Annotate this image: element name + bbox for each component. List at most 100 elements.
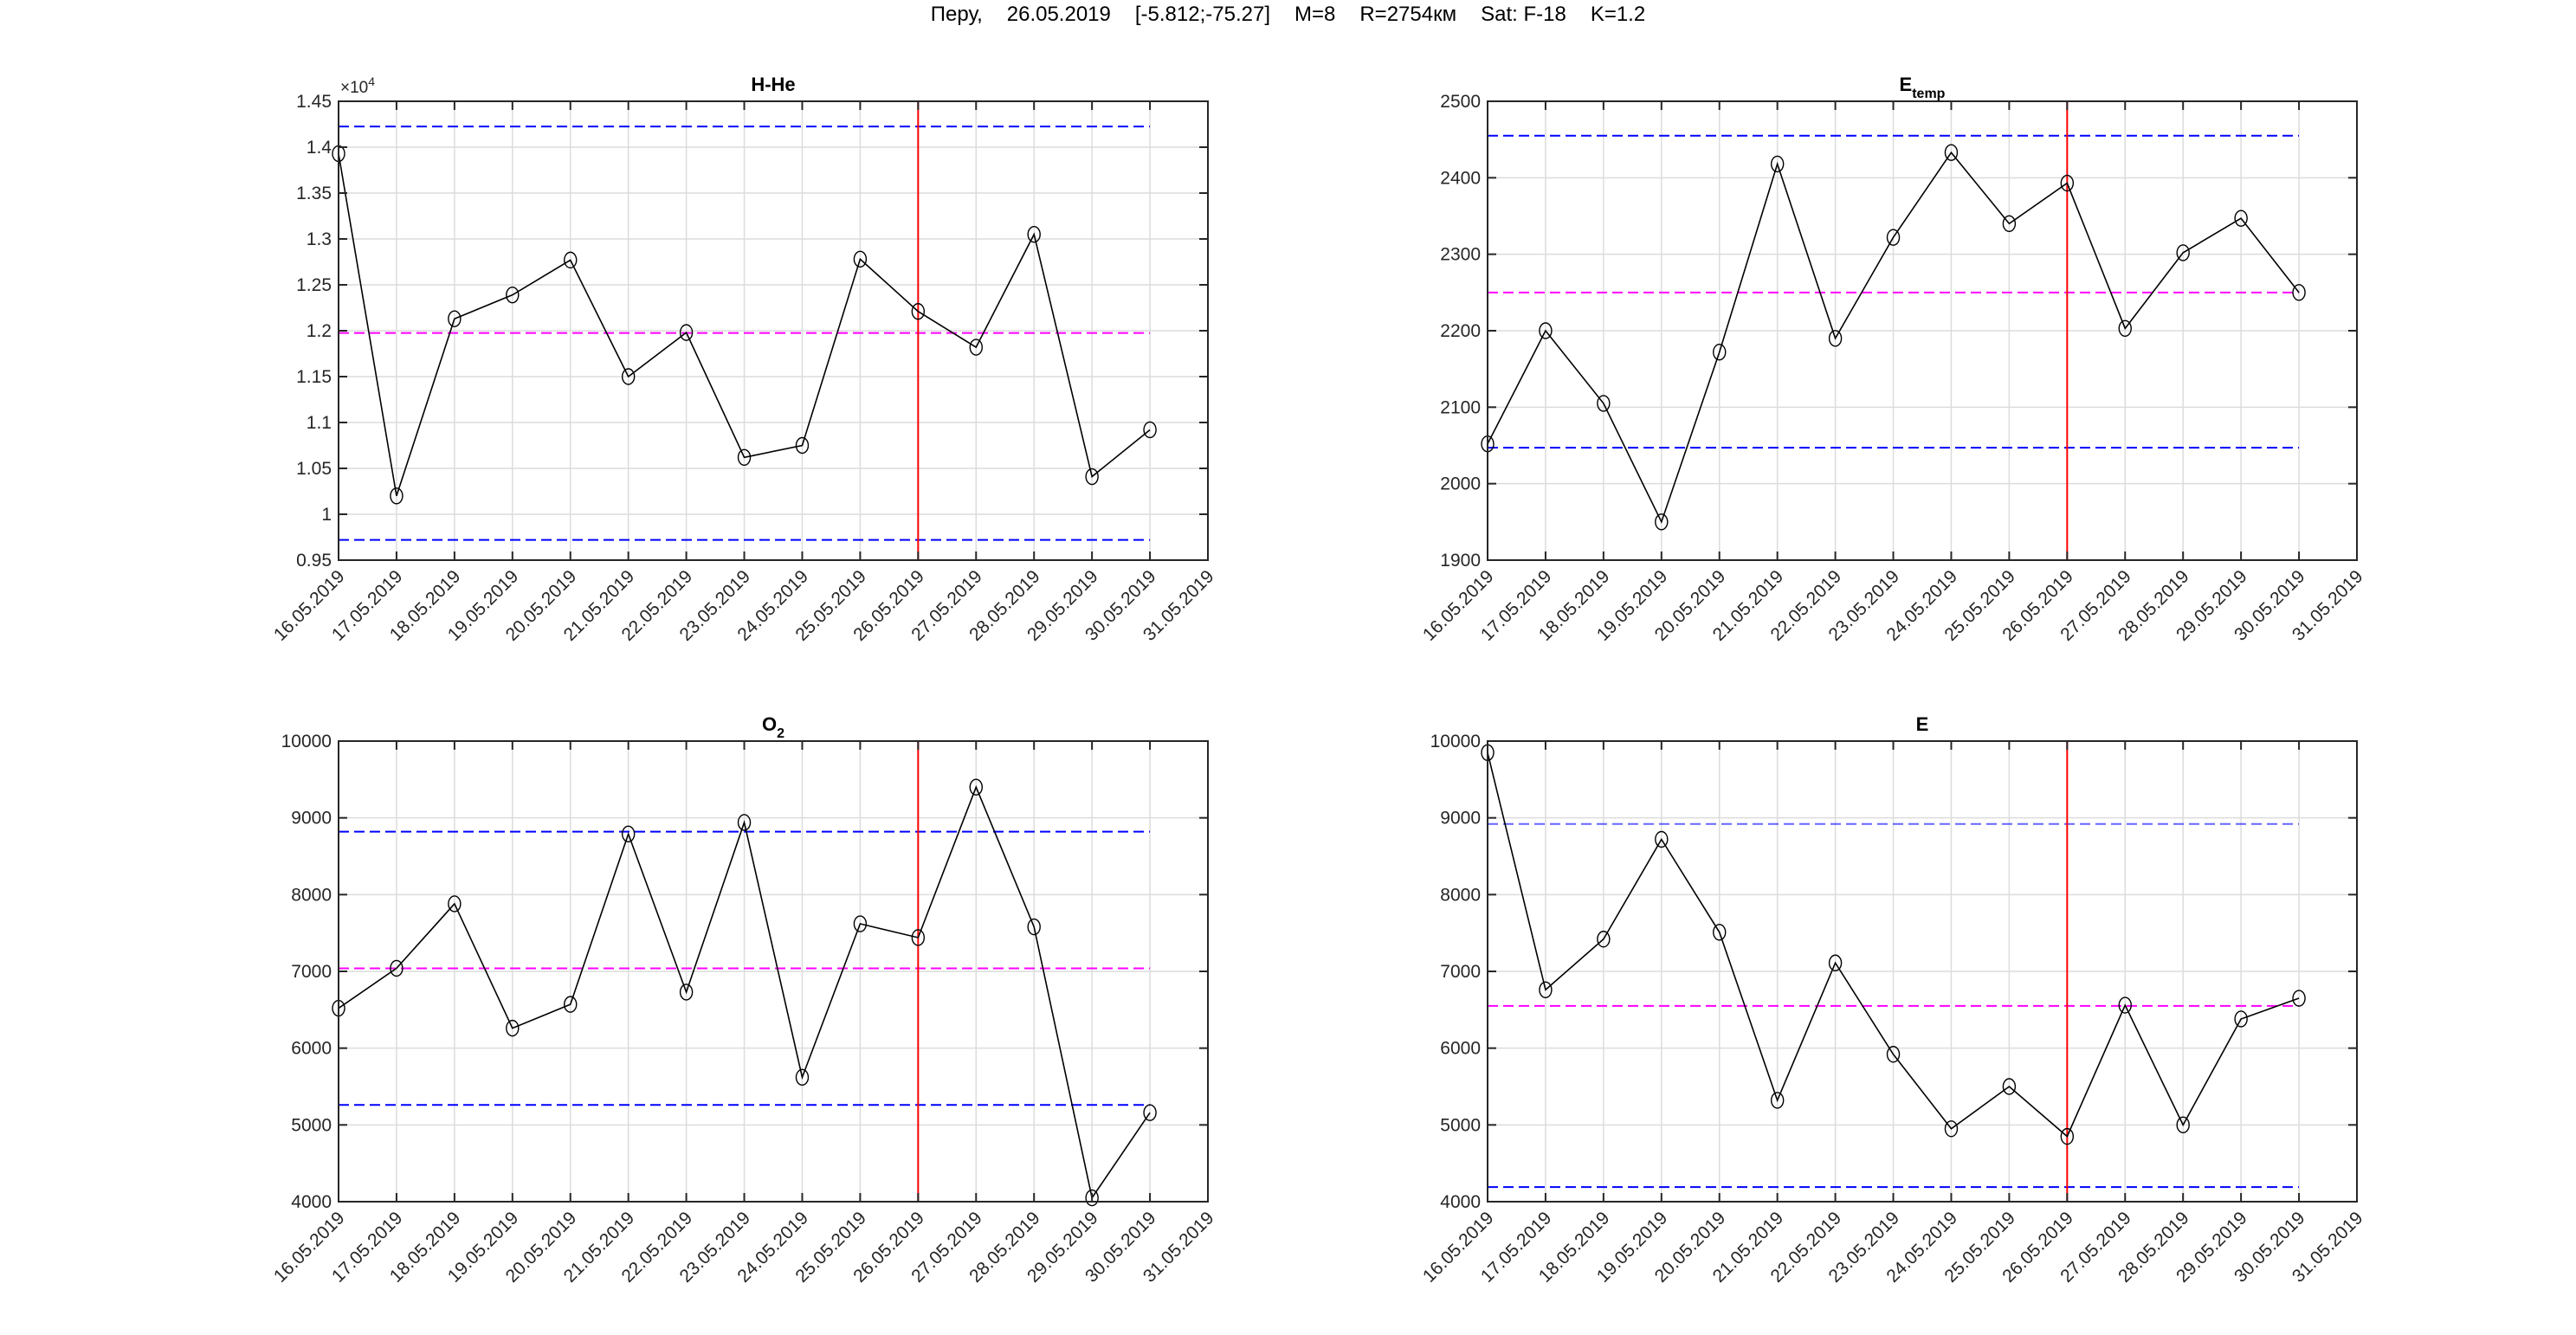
data-point: [2060, 1127, 2075, 1145]
y-exponent-label: ×104: [340, 74, 375, 97]
data-point: [2118, 319, 2132, 338]
data-point: [564, 996, 578, 1013]
data-point: [679, 324, 694, 341]
data-point: [506, 1019, 520, 1037]
y-tick-label: 6000: [1440, 1039, 1481, 1059]
y-tick-label: 10000: [281, 732, 332, 751]
y-tick-label: 1.1: [307, 413, 332, 433]
data-point: [1886, 229, 1901, 246]
data-point: [2118, 996, 2132, 1014]
y-tick-label: 2100: [1440, 397, 1481, 417]
data-point: [1143, 421, 1157, 439]
data-point: [1770, 155, 1785, 173]
y-tick-label: 7000: [291, 962, 332, 982]
data-point: [390, 487, 404, 505]
y-tick-label: 0.95: [296, 551, 332, 571]
title-satellite: Sat: F-18: [1481, 3, 1566, 26]
data-point: [1027, 226, 1041, 243]
chart-title-subscript: 2: [777, 726, 784, 741]
chart-title-main: H-He: [751, 74, 795, 95]
data-point: [2176, 244, 2190, 261]
data-point: [1085, 1189, 1099, 1207]
data-point: [1539, 981, 1553, 998]
y-tick-label: 1900: [1440, 551, 1481, 571]
y-tick-label: 6000: [291, 1039, 332, 1059]
data-point: [1886, 1046, 1901, 1063]
data-point: [621, 368, 636, 385]
y-tick-label: 1.45: [296, 92, 332, 112]
data-point: [390, 959, 404, 977]
chart-3: 4000500060007000800090001000016.05.20191…: [270, 713, 1218, 1287]
data-point: [853, 250, 868, 268]
data-point: [1944, 144, 1959, 161]
exponent-base: ×10: [340, 79, 368, 97]
series-line: [1487, 151, 2300, 524]
y-tick-label: 10000: [1430, 732, 1481, 751]
chart-title-subscript: temp: [1912, 87, 1945, 101]
y-tick-label: 5000: [291, 1115, 332, 1135]
y-tick-label: 1.2: [307, 321, 332, 341]
data-point: [853, 915, 868, 932]
chart-title-main: E: [1900, 74, 1913, 95]
y-tick-label: 2200: [1440, 321, 1481, 341]
data-point: [1713, 344, 1727, 361]
y-tick-label: 2000: [1440, 474, 1481, 494]
series-line: [338, 153, 1151, 497]
y-tick-label: 1.3: [307, 229, 332, 249]
y-tick-label: 9000: [1440, 809, 1481, 829]
data-point: [621, 825, 636, 842]
data-point: [2234, 210, 2248, 227]
y-tick-label: 2400: [1440, 168, 1481, 188]
title-magnitude: M=8: [1294, 3, 1336, 26]
y-tick-label: 1.15: [296, 367, 332, 387]
data-point: [564, 251, 578, 269]
data-point: [2002, 1078, 2017, 1095]
data-point: [2176, 1116, 2190, 1134]
data-point: [1828, 330, 1843, 347]
y-tick-label: 1.05: [296, 459, 332, 479]
data-point: [1655, 830, 1669, 848]
figure-title: Перу, 26.05.2019 [-5.812;-75.27] M=8 R=2754к…: [0, 0, 2576, 29]
y-tick-label: 1.4: [307, 138, 332, 158]
data-point: [1713, 924, 1727, 941]
title-date: 26.05.2019: [1006, 3, 1111, 26]
y-tick-label: 2500: [1440, 92, 1481, 112]
data-point: [506, 286, 520, 304]
data-point: [911, 303, 926, 320]
data-point: [2292, 990, 2306, 1007]
y-tick-label: 7000: [1440, 962, 1481, 982]
data-point: [1770, 1092, 1785, 1109]
y-tick-label: 9000: [291, 809, 332, 829]
data-point: [795, 436, 810, 455]
data-point: [2234, 1010, 2248, 1028]
data-point: [1539, 322, 1553, 339]
y-tick-label: 8000: [1440, 885, 1481, 905]
y-tick-label: 1.35: [296, 184, 332, 203]
title-radius: R=2754км: [1359, 3, 1457, 26]
chart-4: 4000500060007000800090001000016.05.20191…: [1419, 713, 2367, 1287]
title-coords: [-5.812;-75.27]: [1134, 3, 1270, 26]
y-tick-label: 1.25: [296, 275, 332, 295]
y-tick-label: 2300: [1440, 245, 1481, 265]
chart-title: E: [1916, 713, 1929, 735]
chart-title: O2: [762, 713, 784, 741]
data-point: [2060, 174, 2075, 192]
y-tick-label: 8000: [291, 885, 332, 905]
data-point: [1655, 513, 1669, 531]
data-point: [1085, 468, 1099, 486]
chart-title-main: E: [1916, 713, 1929, 735]
y-tick-label: 4000: [1440, 1192, 1481, 1212]
data-point: [1143, 1104, 1157, 1121]
data-point: [911, 929, 926, 946]
data-point: [2002, 215, 2017, 233]
data-point: [1027, 918, 1041, 936]
title-country: Перу,: [930, 3, 983, 26]
series-line: [1487, 752, 2300, 1138]
exponent-power: 4: [368, 74, 375, 88]
data-point: [1828, 954, 1843, 971]
data-point: [1944, 1120, 1959, 1138]
data-point: [679, 984, 694, 1001]
y-tick-label: 1: [321, 505, 332, 525]
title-k: K=1.2: [1590, 3, 1646, 26]
